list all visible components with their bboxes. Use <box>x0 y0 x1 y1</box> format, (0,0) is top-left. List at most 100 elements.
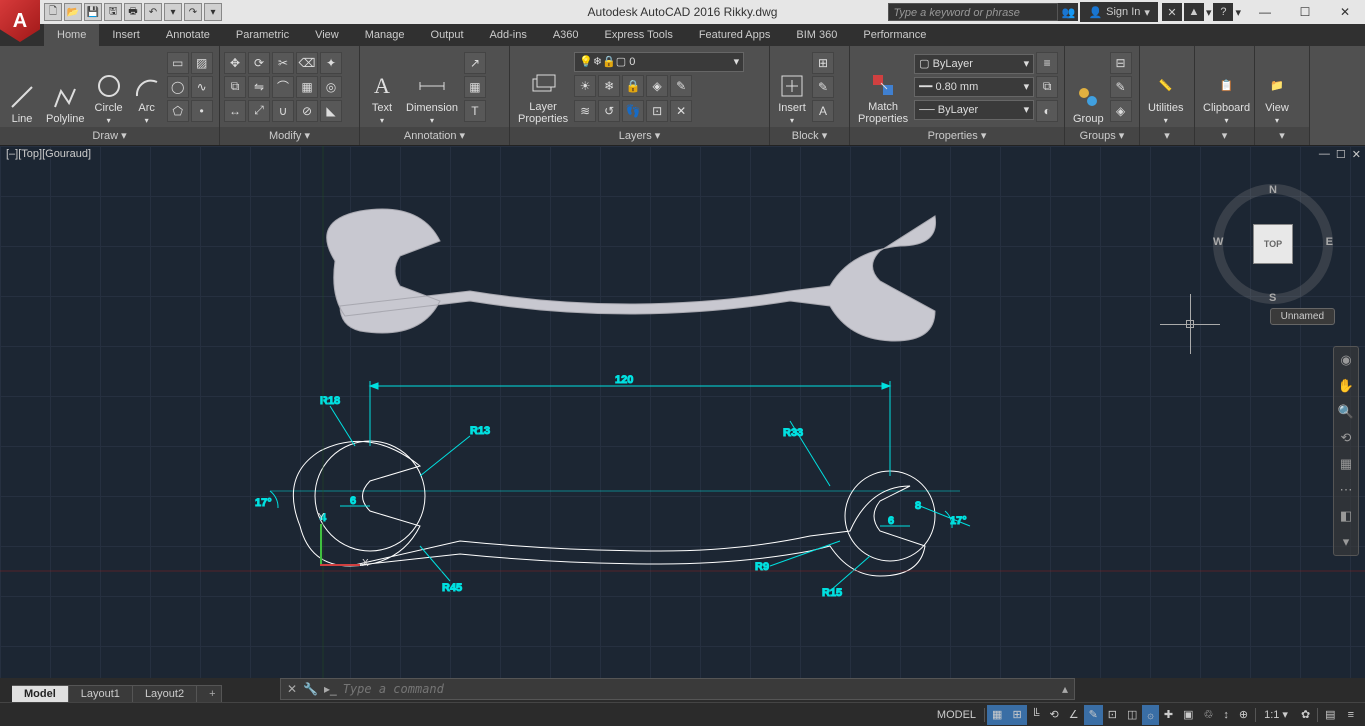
qat-dd2-icon[interactable]: ▾ <box>204 3 222 21</box>
panel-draw-title[interactable]: Draw ▾ <box>0 127 219 145</box>
status-extra1-icon[interactable]: ▤ <box>1320 705 1340 725</box>
text-button[interactable]: AText▾ <box>364 49 400 125</box>
utilities-button[interactable]: 📏Utilities▾ <box>1144 49 1187 125</box>
a360-icon[interactable]: ▲ <box>1184 3 1204 21</box>
drawing-viewport[interactable]: [–][Top][Gouraud] — ☐ ✕ TOP N S E W Unna… <box>0 146 1365 678</box>
help-search-input[interactable]: Type a keyword or phrase <box>888 3 1058 21</box>
tab-bim-360[interactable]: BIM 360 <box>783 24 850 46</box>
status-toggle-11[interactable]: ♲ <box>1198 705 1218 725</box>
tab-featured-apps[interactable]: Featured Apps <box>686 24 784 46</box>
layer-selector[interactable]: 💡❄🔒▢ 0▾ <box>574 52 744 72</box>
stretch-icon[interactable]: ↔ <box>224 100 246 122</box>
fillet-icon[interactable]: ⌒ <box>272 76 294 98</box>
lineweight-selector[interactable]: ━━ 0.80 mm▾ <box>914 77 1034 97</box>
group-sel-icon[interactable]: ◈ <box>1110 100 1132 122</box>
qat-new-icon[interactable]: 🗋 <box>44 3 62 21</box>
layer-properties-button[interactable]: Layer Properties <box>514 49 572 125</box>
status-toggle-0[interactable]: ▦ <box>987 705 1007 725</box>
layer-walk-icon[interactable]: 👣 <box>622 100 644 122</box>
panel-properties-title[interactable]: Properties ▾ <box>850 127 1064 145</box>
qat-redo-icon[interactable]: ↷ <box>184 3 202 21</box>
qat-saveas-icon[interactable]: 🖫 <box>104 3 122 21</box>
status-toggle-7[interactable]: ◫ <box>1122 705 1142 725</box>
erase-icon[interactable]: ⌫ <box>296 52 318 74</box>
line-button[interactable]: Line <box>4 49 40 125</box>
command-line[interactable]: ✕ 🔧 ▸_ ▴ <box>280 678 1075 700</box>
maximize-button[interactable]: ☐ <box>1285 0 1325 24</box>
rect-icon[interactable]: ▭ <box>167 52 189 74</box>
status-toggle-12[interactable]: ↕ <box>1218 705 1234 725</box>
tab-manage[interactable]: Manage <box>352 24 418 46</box>
break-icon[interactable]: ⊘ <box>296 100 318 122</box>
tab-output[interactable]: Output <box>418 24 477 46</box>
qat-save-icon[interactable]: 💾 <box>84 3 102 21</box>
infocenter-icon[interactable]: 👥 <box>1058 3 1078 21</box>
status-toggle-10[interactable]: ▣ <box>1178 705 1198 725</box>
linetype-selector[interactable]: ── ByLayer▾ <box>914 100 1034 120</box>
cmdline-close-icon[interactable]: ✕ <box>287 682 297 696</box>
tab-a360[interactable]: A360 <box>540 24 592 46</box>
status-toggle-9[interactable]: ✚ <box>1159 705 1178 725</box>
qat-plot-icon[interactable]: 🖶 <box>124 3 142 21</box>
view-button[interactable]: 📁View▾ <box>1259 49 1295 125</box>
minimize-button[interactable]: — <box>1245 0 1285 24</box>
status-toggle-1[interactable]: ⊞ <box>1007 705 1026 725</box>
panel-groups-title[interactable]: Groups ▾ <box>1065 127 1139 145</box>
status-toggle-4[interactable]: ∠ <box>1064 705 1084 725</box>
status-model[interactable]: MODEL <box>931 705 982 725</box>
match-properties-button[interactable]: Match Properties <box>854 49 912 125</box>
layer-make-icon[interactable]: ✎ <box>670 75 692 97</box>
rotate-icon[interactable]: ⟳ <box>248 52 270 74</box>
status-toggle-13[interactable]: ⊕ <box>1234 705 1253 725</box>
group-button[interactable]: Group <box>1069 49 1108 125</box>
cmdline-up-icon[interactable]: ▴ <box>1062 682 1068 696</box>
tab-express-tools[interactable]: Express Tools <box>592 24 686 46</box>
scale-icon[interactable]: ⤢ <box>248 100 270 122</box>
command-input[interactable] <box>343 682 1056 696</box>
panel-annotation-title[interactable]: Annotation ▾ <box>360 127 509 145</box>
table-icon[interactable]: ▦ <box>464 76 486 98</box>
status-toggle-8[interactable]: ۞ <box>1142 705 1158 725</box>
trim-icon[interactable]: ✂ <box>272 52 294 74</box>
status-scale[interactable]: 1:1 ▾ <box>1258 705 1294 725</box>
mtext-icon[interactable]: T <box>464 100 486 122</box>
panel-block-title[interactable]: Block ▾ <box>770 127 849 145</box>
props-trans-icon[interactable]: ◐ <box>1036 100 1058 122</box>
status-gear-icon[interactable]: ✿ <box>1296 705 1315 725</box>
layer-match-icon[interactable]: ≋ <box>574 100 596 122</box>
qat-dd1-icon[interactable]: ▾ <box>164 3 182 21</box>
layer-lock-icon[interactable]: 🔒 <box>622 75 644 97</box>
clipboard-button[interactable]: 📋Clipboard▾ <box>1199 49 1254 125</box>
tab-view[interactable]: View <box>302 24 352 46</box>
props-list-icon[interactable]: ≡ <box>1036 52 1058 74</box>
color-selector[interactable]: ▢ ByLayer▾ <box>914 54 1034 74</box>
group-edit-icon[interactable]: ✎ <box>1110 76 1132 98</box>
dimension-button[interactable]: Dimension▾ <box>402 49 462 125</box>
layer-off-icon[interactable]: ☀ <box>574 75 596 97</box>
array-icon[interactable]: ▦ <box>296 76 318 98</box>
join-icon[interactable]: ∪ <box>272 100 294 122</box>
layout-tab-model[interactable]: Model <box>12 686 69 702</box>
status-extra2-icon[interactable]: ≡ <box>1343 705 1359 725</box>
move-icon[interactable]: ✥ <box>224 52 246 74</box>
create-block-icon[interactable]: ⊞ <box>812 52 834 74</box>
layer-iso-icon[interactable]: ◈ <box>646 75 668 97</box>
explode-icon[interactable]: ✦ <box>320 52 342 74</box>
layer-prev-icon[interactable]: ↺ <box>598 100 620 122</box>
panel-view-title[interactable]: ▾ <box>1255 127 1309 145</box>
spline-icon[interactable]: ∿ <box>191 76 213 98</box>
mirror-icon[interactable]: ⇋ <box>248 76 270 98</box>
circle-button[interactable]: Circle▾ <box>91 49 127 125</box>
tab-parametric[interactable]: Parametric <box>223 24 302 46</box>
status-toggle-5[interactable]: ✎ <box>1084 705 1103 725</box>
layout-tab-layout1[interactable]: Layout1 <box>69 686 133 702</box>
tab-insert[interactable]: Insert <box>99 24 153 46</box>
signin-button[interactable]: 👤 Sign In ▾ <box>1080 2 1157 22</box>
close-button[interactable]: ✕ <box>1325 0 1365 24</box>
tab-add-ins[interactable]: Add-ins <box>477 24 540 46</box>
arc-button[interactable]: Arc▾ <box>129 49 165 125</box>
hatch-icon[interactable]: ▨ <box>191 52 213 74</box>
edit-block-icon[interactable]: ✎ <box>812 76 834 98</box>
polygon-icon[interactable]: ⬠ <box>167 100 189 122</box>
leader-icon[interactable]: ↗ <box>464 52 486 74</box>
